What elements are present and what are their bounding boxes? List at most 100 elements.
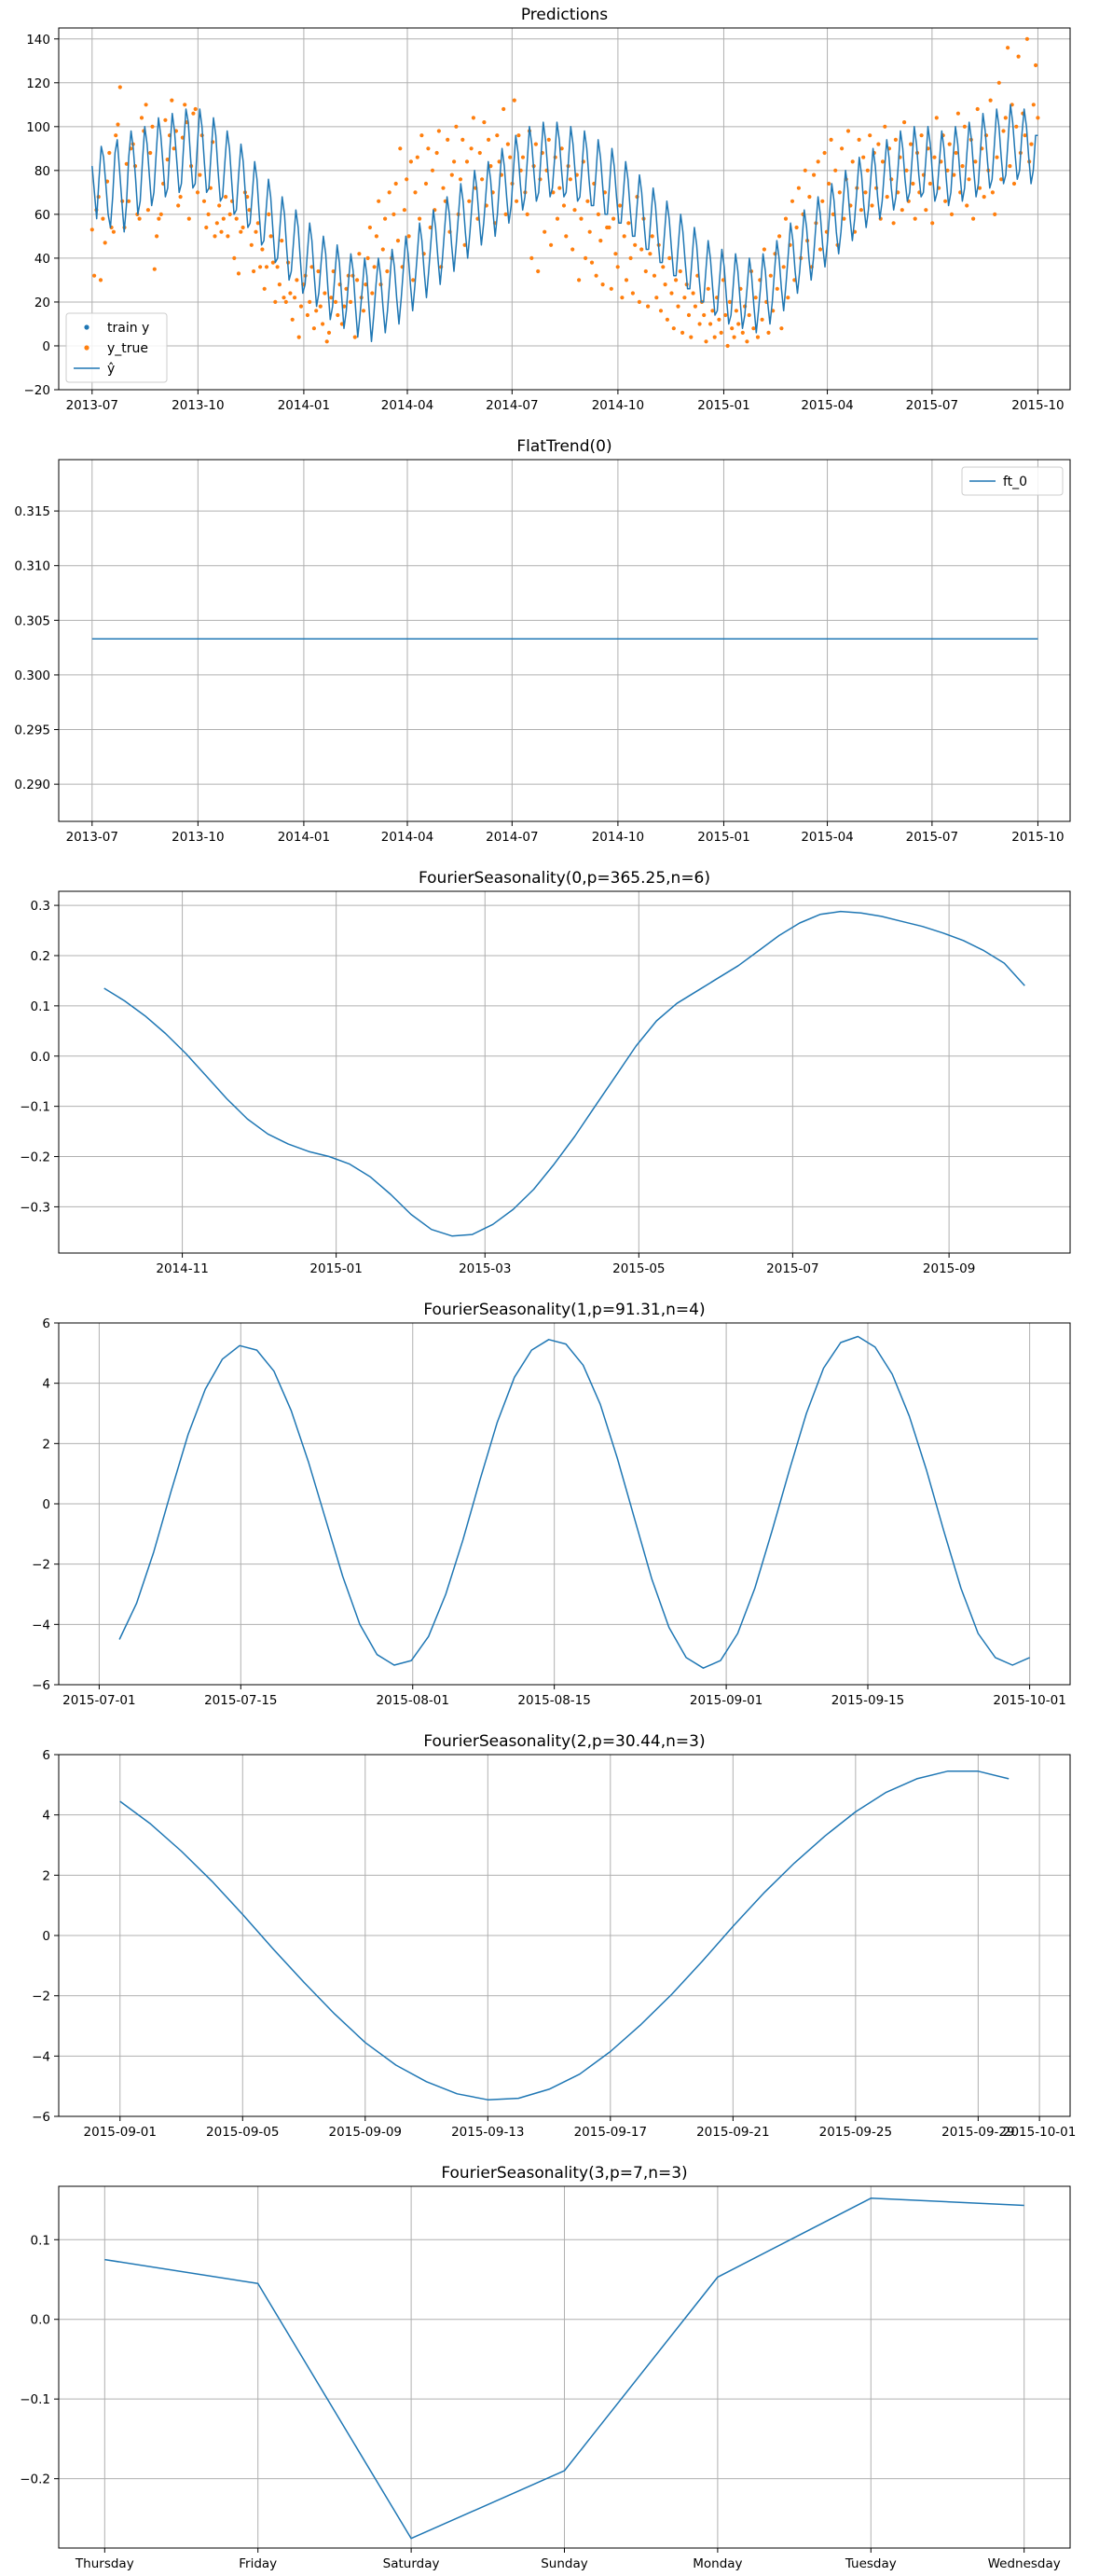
y-tick-label: 0.300 [14, 668, 50, 683]
x-tick-label: Tuesday [845, 2556, 897, 2571]
x-tick-label: 2014-10 [592, 398, 644, 413]
y-tick-label: 0 [42, 1497, 50, 1512]
data-point [686, 312, 692, 318]
x-tick-label: 2014-04 [381, 398, 433, 413]
data-point [717, 317, 721, 322]
axes-frame [58, 459, 1071, 822]
data-point [663, 282, 667, 287]
axes-frame [58, 1322, 1071, 1686]
x-tick-label: 2015-09 [923, 1261, 975, 1276]
data-point [503, 212, 508, 216]
data-point [904, 168, 909, 172]
data-point [777, 234, 782, 239]
data-point [1003, 116, 1008, 120]
data-point [423, 181, 429, 186]
data-point [260, 247, 265, 252]
data-point [201, 199, 207, 203]
data-point [919, 133, 924, 138]
data-point [124, 161, 129, 166]
data-point [691, 291, 695, 296]
series-line-ŷ [91, 103, 1038, 343]
data-point [170, 98, 174, 103]
data-point [557, 186, 562, 190]
data-point [137, 216, 142, 221]
data-point [295, 278, 299, 282]
y-tick-label: −0.3 [20, 1200, 50, 1215]
data-point [387, 190, 392, 195]
data-point [755, 335, 761, 339]
data-point [865, 168, 870, 172]
data-point [594, 273, 598, 278]
data-point [934, 116, 939, 120]
y-tick-label: 0.315 [14, 504, 50, 519]
data-point [282, 296, 286, 300]
x-tick-label: 2013-10 [172, 830, 224, 845]
x-tick-label: 2015-08-01 [377, 1693, 449, 1708]
data-point [349, 299, 353, 304]
data-point [240, 225, 245, 230]
data-point [637, 299, 642, 304]
data-point [165, 158, 170, 162]
data-point [820, 199, 825, 203]
data-point [148, 150, 153, 156]
data-point [516, 133, 521, 138]
x-tick-label: 2015-10-01 [1003, 2125, 1076, 2140]
data-point [861, 155, 866, 159]
data-point [309, 265, 314, 269]
data-point [568, 177, 573, 182]
x-tick-label: 2015-10-01 [993, 1693, 1065, 1708]
data-point [155, 234, 159, 239]
data-point [837, 190, 842, 195]
y-tick-label: 0.2 [31, 949, 50, 964]
data-point [1024, 36, 1029, 41]
data-point [505, 142, 511, 146]
data-point [449, 172, 454, 177]
data-point [224, 195, 228, 200]
data-point [559, 146, 564, 151]
data-point [730, 326, 735, 331]
data-point [139, 116, 144, 120]
data-point [114, 133, 118, 138]
y-tick-label: −2 [32, 1990, 50, 2004]
y-tick-label: 0 [42, 1929, 50, 1944]
data-point [671, 326, 676, 331]
y-tick-label: 40 [34, 252, 50, 267]
data-point [402, 208, 406, 213]
data-point [622, 234, 626, 239]
data-point [262, 286, 267, 291]
x-tick-label: Thursday [75, 2556, 134, 2571]
data-point [364, 282, 368, 287]
data-point [646, 304, 651, 309]
data-point [747, 312, 751, 318]
data-point [723, 312, 728, 318]
y-tick-label: 0.295 [14, 723, 50, 738]
data-point [288, 291, 293, 296]
data-point [734, 309, 739, 313]
data-point [183, 103, 187, 107]
data-point [779, 326, 784, 331]
data-point [607, 225, 611, 230]
data-point [255, 221, 260, 226]
data-point [214, 221, 219, 226]
data-point [392, 212, 396, 216]
data-point [144, 103, 148, 107]
chart-4: FourierSeasonality(2,p=30.44,n=3) 2015-09… [32, 1732, 1076, 2140]
data-point [217, 203, 222, 208]
y-tick-label: −0.1 [20, 2392, 50, 2407]
data-point [1011, 181, 1017, 186]
data-point [883, 124, 887, 129]
data-point [1031, 103, 1036, 107]
data-point [293, 296, 297, 300]
data-point [829, 137, 833, 142]
x-tick-label: 2015-01 [697, 398, 749, 413]
y-tick-label: 6 [42, 1748, 50, 1763]
data-point [949, 212, 955, 216]
data-point [952, 172, 956, 177]
chart-title: FourierSeasonality(0,p=365.25,n=6) [419, 869, 710, 888]
data-point [204, 225, 209, 230]
x-tick-label: 2015-07 [906, 398, 958, 413]
y-tick-label: 120 [26, 76, 50, 91]
data-point [993, 212, 997, 216]
data-point [762, 247, 767, 252]
x-tick-label: 2015-04 [801, 398, 853, 413]
